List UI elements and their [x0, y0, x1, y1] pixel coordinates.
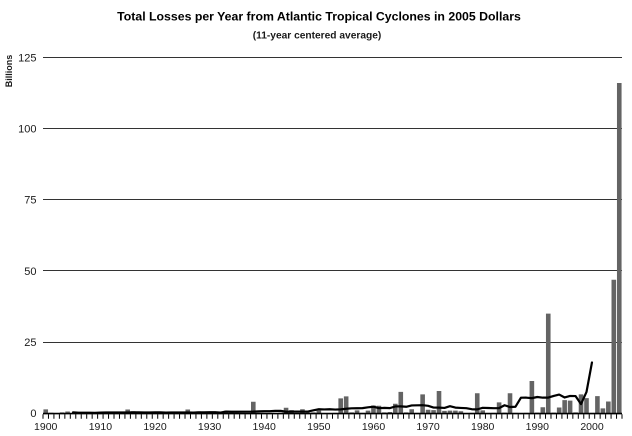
svg-text:1900: 1900: [34, 421, 58, 433]
svg-text:1960: 1960: [362, 421, 386, 433]
svg-text:Total Losses per Year from Atl: Total Losses per Year from Atlantic Trop…: [117, 10, 521, 24]
svg-text:2000: 2000: [580, 421, 604, 433]
svg-text:(11-year centered average): (11-year centered average): [253, 31, 382, 42]
svg-text:1910: 1910: [89, 421, 113, 433]
svg-text:25: 25: [24, 337, 36, 349]
svg-text:125: 125: [18, 52, 36, 64]
svg-text:1950: 1950: [307, 421, 331, 433]
svg-text:100: 100: [18, 124, 36, 136]
svg-text:Billions: Billions: [4, 55, 14, 88]
svg-text:50: 50: [24, 266, 36, 278]
svg-text:0: 0: [30, 408, 36, 420]
svg-text:1970: 1970: [416, 421, 440, 433]
svg-text:1920: 1920: [143, 421, 167, 433]
svg-text:1940: 1940: [253, 421, 277, 433]
svg-text:1980: 1980: [471, 421, 495, 433]
svg-text:75: 75: [24, 195, 36, 207]
svg-text:1990: 1990: [526, 421, 550, 433]
svg-text:1930: 1930: [198, 421, 222, 433]
